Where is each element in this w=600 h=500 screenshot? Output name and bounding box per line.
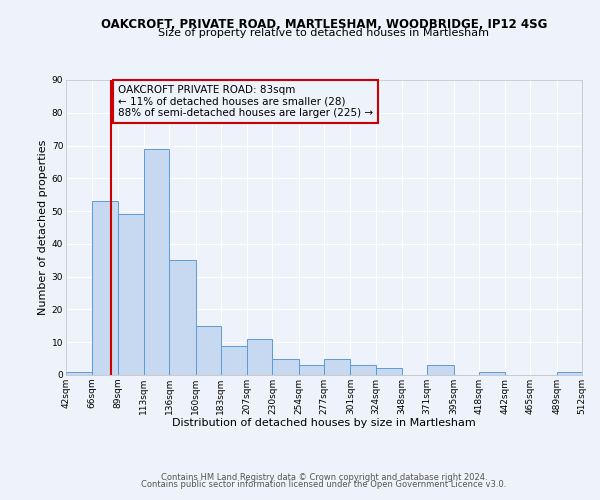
Bar — [376, 368, 402, 375]
Bar — [350, 365, 376, 375]
Bar — [92, 202, 118, 375]
Bar — [221, 346, 247, 375]
Bar — [196, 326, 221, 375]
Bar — [118, 214, 144, 375]
Bar — [247, 339, 272, 375]
Bar — [479, 372, 505, 375]
Bar — [272, 358, 299, 375]
Bar — [66, 372, 92, 375]
Bar — [557, 372, 582, 375]
X-axis label: Distribution of detached houses by size in Martlesham: Distribution of detached houses by size … — [172, 418, 476, 428]
Text: Contains public sector information licensed under the Open Government Licence v3: Contains public sector information licen… — [142, 480, 506, 489]
Bar — [427, 365, 454, 375]
Y-axis label: Number of detached properties: Number of detached properties — [38, 140, 47, 315]
Text: Contains HM Land Registry data © Crown copyright and database right 2024.: Contains HM Land Registry data © Crown c… — [161, 472, 487, 482]
Bar — [169, 260, 196, 375]
Text: OAKCROFT, PRIVATE ROAD, MARTLESHAM, WOODBRIDGE, IP12 4SG: OAKCROFT, PRIVATE ROAD, MARTLESHAM, WOOD… — [101, 18, 547, 30]
Bar — [324, 358, 350, 375]
Bar — [144, 149, 169, 375]
Bar — [299, 365, 324, 375]
Text: Size of property relative to detached houses in Martlesham: Size of property relative to detached ho… — [158, 28, 490, 38]
Text: OAKCROFT PRIVATE ROAD: 83sqm
← 11% of detached houses are smaller (28)
88% of se: OAKCROFT PRIVATE ROAD: 83sqm ← 11% of de… — [118, 85, 373, 118]
